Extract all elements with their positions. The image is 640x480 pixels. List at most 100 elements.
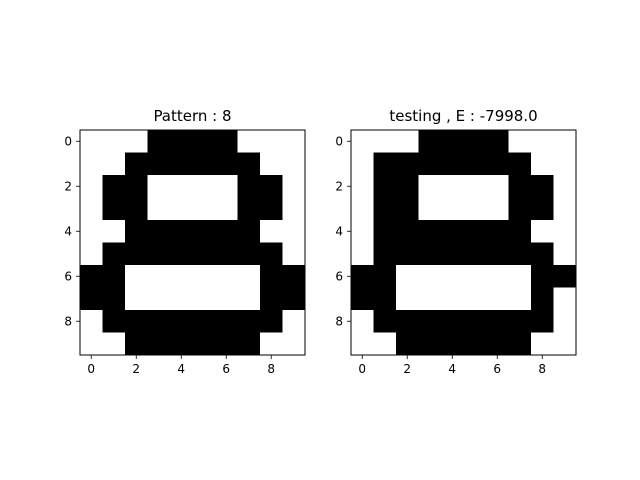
pattern-cell: [192, 265, 216, 288]
testing-cell: [418, 242, 442, 266]
pattern-cell: [170, 332, 193, 356]
testing-x-tick-label: 4: [448, 362, 456, 376]
testing-cell: [486, 265, 509, 288]
pattern-cell: [102, 242, 126, 266]
pattern-cell: [147, 152, 171, 176]
pattern-y-tick-label: 0: [64, 134, 72, 148]
pattern-cell: [147, 242, 171, 266]
pattern-cell: [282, 287, 306, 311]
testing-cell: [418, 332, 442, 356]
pattern-cell: [260, 310, 283, 333]
testing-cell: [553, 287, 577, 311]
pattern-cell: [80, 242, 103, 266]
testing-cell: [486, 175, 509, 198]
testing-cell: [531, 265, 554, 288]
pattern-cell: [102, 220, 126, 243]
testing-cell: [351, 332, 374, 356]
testing-cell: [396, 152, 419, 176]
testing-cell: [486, 332, 509, 356]
pattern-cell: [237, 310, 261, 333]
testing-cell: [508, 310, 532, 333]
pattern-cell: [147, 130, 171, 153]
testing-cell: [418, 130, 442, 153]
pattern-cell: [80, 130, 103, 153]
pattern-cell: [170, 310, 193, 333]
testing-cell: [418, 265, 442, 288]
pattern-cell: [102, 265, 126, 288]
testing-cell: [373, 287, 397, 311]
testing-cell: [351, 265, 374, 288]
pattern-cell: [147, 332, 171, 356]
testing-cell: [508, 130, 532, 153]
testing-cell: [508, 197, 532, 221]
testing-cell: [463, 175, 487, 198]
pattern-x-tick-label: 4: [177, 362, 185, 376]
pattern-cell: [147, 287, 171, 311]
testing-cell: [441, 175, 464, 198]
testing-cell: [486, 152, 509, 176]
pattern-cell: [282, 310, 306, 333]
testing-cell: [463, 197, 487, 221]
testing-cell: [373, 332, 397, 356]
testing-cell: [351, 175, 374, 198]
pattern-cell: [282, 332, 306, 356]
pattern-cell: [215, 287, 238, 311]
testing-cell: [373, 197, 397, 221]
testing-cell: [508, 265, 532, 288]
pattern-cell: [282, 197, 306, 221]
testing-cell: [373, 310, 397, 333]
testing-cell: [553, 152, 577, 176]
pattern-x-tick-label: 0: [87, 362, 95, 376]
testing-x-tick-label: 6: [493, 362, 501, 376]
pattern-cell: [260, 242, 283, 266]
pattern-cell: [237, 332, 261, 356]
testing-cell: [373, 242, 397, 266]
pattern-cell: [282, 242, 306, 266]
pattern-cell: [237, 175, 261, 198]
testing-cell: [373, 265, 397, 288]
testing-cell: [418, 220, 442, 243]
testing-cell: [486, 310, 509, 333]
testing-y-tick-label: 8: [335, 314, 343, 328]
pattern-axes-frame: [79, 129, 306, 356]
pattern-cell: [237, 242, 261, 266]
pattern-cell: [147, 310, 171, 333]
pattern-grid: [80, 130, 306, 356]
pattern-cell: [192, 152, 216, 176]
pattern-y-tick-label: 4: [64, 224, 72, 238]
testing-cell: [351, 152, 374, 176]
pattern-cell: [282, 220, 306, 243]
testing-axes-frame: [350, 129, 577, 356]
pattern-cell: [80, 287, 103, 311]
pattern-cell: [170, 220, 193, 243]
testing-cell: [396, 242, 419, 266]
pattern-x-tick-label: 2: [132, 362, 140, 376]
testing-y-ticks: 0 2 4 6 8: [335, 134, 351, 328]
pattern-cell: [102, 332, 126, 356]
pattern-cell: [170, 175, 193, 198]
pattern-cell: [282, 265, 306, 288]
testing-cell: [531, 130, 554, 153]
pattern-cell: [80, 265, 103, 288]
testing-cell: [553, 332, 577, 356]
testing-cell: [351, 287, 374, 311]
testing-cell: [463, 152, 487, 176]
testing-cell: [441, 197, 464, 221]
pattern-cell: [192, 130, 216, 153]
testing-cell: [463, 130, 487, 153]
pattern-cell: [237, 287, 261, 311]
pattern-cell: [260, 265, 283, 288]
pattern-cell: [237, 197, 261, 221]
testing-cell: [531, 197, 554, 221]
pattern-cell: [192, 287, 216, 311]
testing-cell: [396, 130, 419, 153]
testing-cell: [418, 310, 442, 333]
pattern-x-ticks: 0 2 4 6 8: [87, 355, 275, 376]
pattern-cell: [260, 287, 283, 311]
testing-cell: [463, 332, 487, 356]
pattern-x-tick-label: 8: [267, 362, 275, 376]
testing-cell: [373, 220, 397, 243]
pattern-cell: [102, 175, 126, 198]
testing-cell: [463, 242, 487, 266]
testing-cell: [441, 287, 464, 311]
